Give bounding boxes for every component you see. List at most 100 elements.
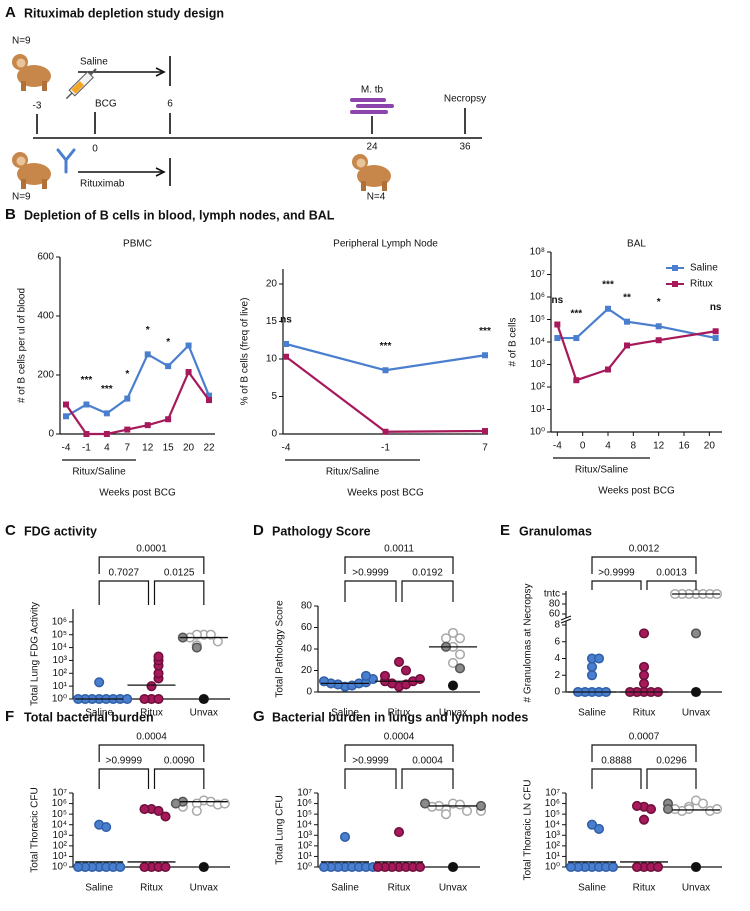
- axis-break: [560, 618, 572, 624]
- x-tick-label: Unvax: [439, 708, 467, 719]
- data-point: [475, 800, 487, 811]
- y-tick-label: 10⁷: [297, 788, 312, 799]
- x-tick-label: Saline: [578, 883, 606, 894]
- significance: *: [166, 337, 170, 348]
- legend-swatch: [672, 265, 678, 271]
- p-value: 0.0007: [629, 732, 660, 743]
- significance: ***: [479, 326, 491, 337]
- x-tick-label: 7: [482, 443, 488, 454]
- point: [655, 337, 662, 344]
- y-tick-label: 10²: [53, 668, 68, 679]
- x-tick-label: 20: [704, 441, 716, 452]
- point: [382, 367, 389, 374]
- point: [624, 342, 630, 349]
- data-point: [447, 680, 459, 691]
- y-tick-label: 10¹: [531, 404, 546, 415]
- axis-break: [560, 615, 572, 621]
- data-point: [191, 642, 202, 653]
- y-tick-label: 0: [554, 687, 560, 698]
- x-tick-label: Ritux: [388, 708, 411, 719]
- data-point: [146, 681, 157, 692]
- mtb-icon: [350, 98, 394, 114]
- data-point: [447, 657, 459, 669]
- p-value: >0.9999: [352, 568, 389, 579]
- p-value: >0.9999: [598, 568, 635, 579]
- y-tick-label: 80: [549, 599, 561, 610]
- x-tick-label: Ritux: [388, 883, 411, 894]
- antibody-icon: [56, 148, 76, 174]
- data-point: [447, 861, 459, 873]
- point: [605, 366, 611, 373]
- data-point: [198, 861, 209, 873]
- data-point: [153, 805, 164, 817]
- data-point: [454, 649, 466, 660]
- significance: ns: [551, 295, 563, 306]
- y-tick-label: 10⁶: [545, 798, 560, 809]
- y-tick-label: 40: [301, 644, 313, 655]
- comparison-bracket: [98, 580, 150, 605]
- data-point: [153, 693, 164, 705]
- point: [283, 353, 289, 360]
- syringe-needle: [65, 92, 73, 100]
- point: [144, 422, 151, 429]
- data-point: [586, 670, 598, 681]
- data-point: [160, 811, 171, 822]
- data-point: [372, 861, 384, 873]
- p-value: 0.0004: [384, 732, 415, 743]
- point: [103, 410, 110, 417]
- data-point: [711, 804, 723, 815]
- data-point: [212, 636, 223, 647]
- panel-label: C: [5, 522, 16, 539]
- y-tick-label: 20: [301, 665, 313, 676]
- y-tick-label: 10⁴: [297, 819, 312, 830]
- point: [185, 342, 192, 349]
- x-axis-label: Weeks post BCG: [598, 486, 675, 497]
- y-tick-label: tntc: [544, 589, 560, 600]
- event-label: Necropsy: [444, 94, 486, 105]
- comparison-bracket: [591, 556, 697, 574]
- week-label: 24: [366, 142, 378, 153]
- syringe-icon: [65, 68, 97, 100]
- panel-title: Depletion of B cells in blood, lymph nod…: [24, 208, 335, 222]
- data-point: [662, 804, 674, 815]
- y-tick-label: 10: [266, 354, 278, 365]
- point: [83, 431, 90, 437]
- y-axis-label: Total Lung CFU: [275, 795, 286, 864]
- significance: **: [623, 292, 631, 303]
- data-point: [631, 861, 643, 873]
- p-value: 0.8888: [601, 756, 632, 767]
- group-size: N=9: [12, 36, 31, 47]
- data-point: [153, 651, 164, 662]
- point: [206, 392, 212, 399]
- point: [283, 341, 289, 347]
- data-point: [414, 674, 426, 685]
- point: [63, 401, 69, 408]
- data-point: [360, 670, 372, 681]
- x-tick-label: Unvax: [439, 883, 467, 894]
- point: [83, 401, 90, 408]
- antibody: [56, 148, 76, 174]
- y-tick-label: 10⁶: [530, 292, 545, 303]
- y-axis-label: # of B cells per ul of blood: [17, 288, 28, 403]
- comparison-bracket: [591, 580, 642, 590]
- point: [482, 352, 488, 359]
- data-point: [318, 676, 330, 687]
- group-size: N=4: [367, 192, 386, 203]
- y-tick-label: 200: [37, 370, 54, 381]
- comparison-bracket: [646, 580, 697, 590]
- group-size: N=9: [12, 192, 31, 203]
- monkey-icon: [12, 152, 51, 189]
- panel-label: E: [500, 522, 510, 539]
- treatment-label: Ritux/Saline: [326, 467, 380, 478]
- data-point: [454, 799, 466, 810]
- significance: ns: [710, 302, 722, 313]
- data-point: [593, 653, 605, 664]
- y-tick-label: 10³: [531, 359, 546, 370]
- point: [712, 335, 719, 342]
- point: [554, 321, 561, 328]
- monkey-icon: [352, 154, 391, 191]
- y-tick-label: 10⁵: [297, 809, 312, 820]
- x-tick-label: Ritux: [633, 883, 656, 894]
- series-line: [556, 324, 716, 382]
